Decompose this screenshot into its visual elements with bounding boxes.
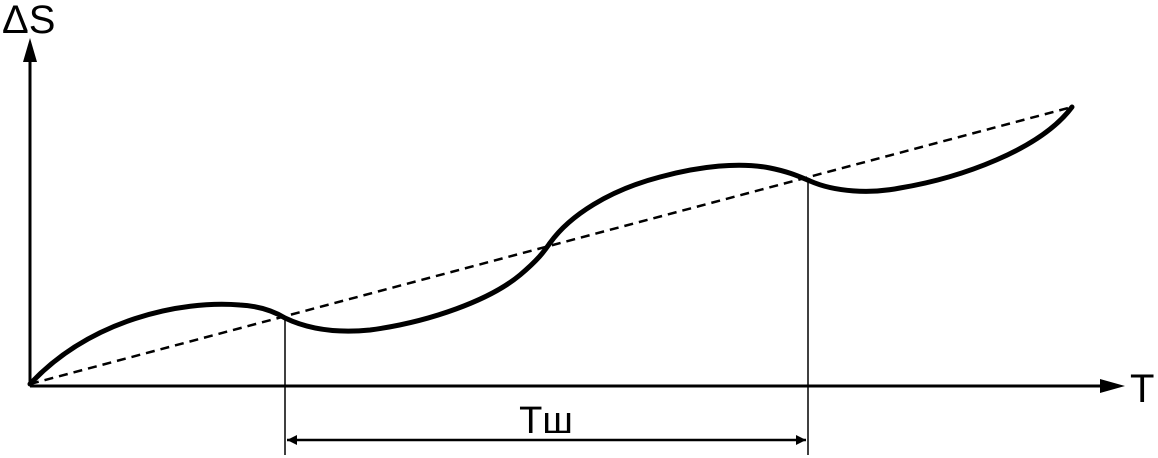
- y-axis-label: ΔS: [2, 0, 55, 42]
- x-axis-label: T: [1130, 367, 1154, 411]
- x-axis-arrow: [1100, 379, 1125, 393]
- y-axis-arrow: [23, 38, 37, 62]
- period-label: Tш: [519, 400, 573, 442]
- oscillating-curve: [27, 104, 1075, 387]
